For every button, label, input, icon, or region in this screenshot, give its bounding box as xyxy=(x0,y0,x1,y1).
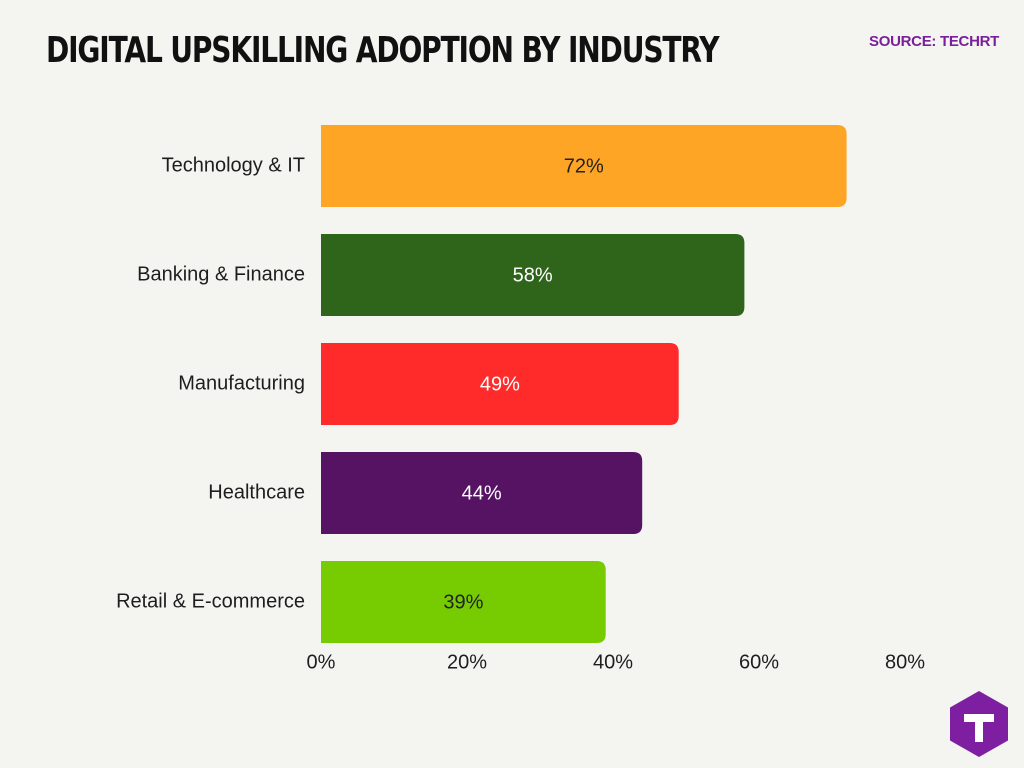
bar xyxy=(321,343,679,425)
bar-value-label: 44% xyxy=(462,482,502,504)
bar xyxy=(321,561,606,643)
x-tick-label: 0% xyxy=(307,651,336,673)
bar-value-label: 72% xyxy=(564,155,604,177)
bar-value-label: 58% xyxy=(513,264,553,286)
category-label: Banking & Finance xyxy=(137,263,305,285)
category-label: Healthcare xyxy=(208,481,305,503)
bar xyxy=(321,452,643,534)
bar xyxy=(321,234,745,316)
bar-value-label: 49% xyxy=(480,373,520,395)
source-label: SOURCE: TECHRT xyxy=(869,33,999,50)
x-tick-label: 60% xyxy=(739,651,779,673)
x-tick-label: 20% xyxy=(447,651,487,673)
chart-title: DIGITAL UPSKILLING ADOPTION BY INDUSTRY xyxy=(46,30,720,71)
category-label: Manufacturing xyxy=(178,372,305,394)
x-tick-label: 80% xyxy=(885,651,925,673)
category-label: Technology & IT xyxy=(162,154,305,176)
x-tick-label: 40% xyxy=(593,651,633,673)
logo-letter-t xyxy=(964,714,994,742)
techrt-logo-icon xyxy=(950,691,1008,757)
category-label: Retail & E-commerce xyxy=(116,590,305,612)
bar xyxy=(321,125,847,207)
bar-value-label: 39% xyxy=(443,591,483,613)
